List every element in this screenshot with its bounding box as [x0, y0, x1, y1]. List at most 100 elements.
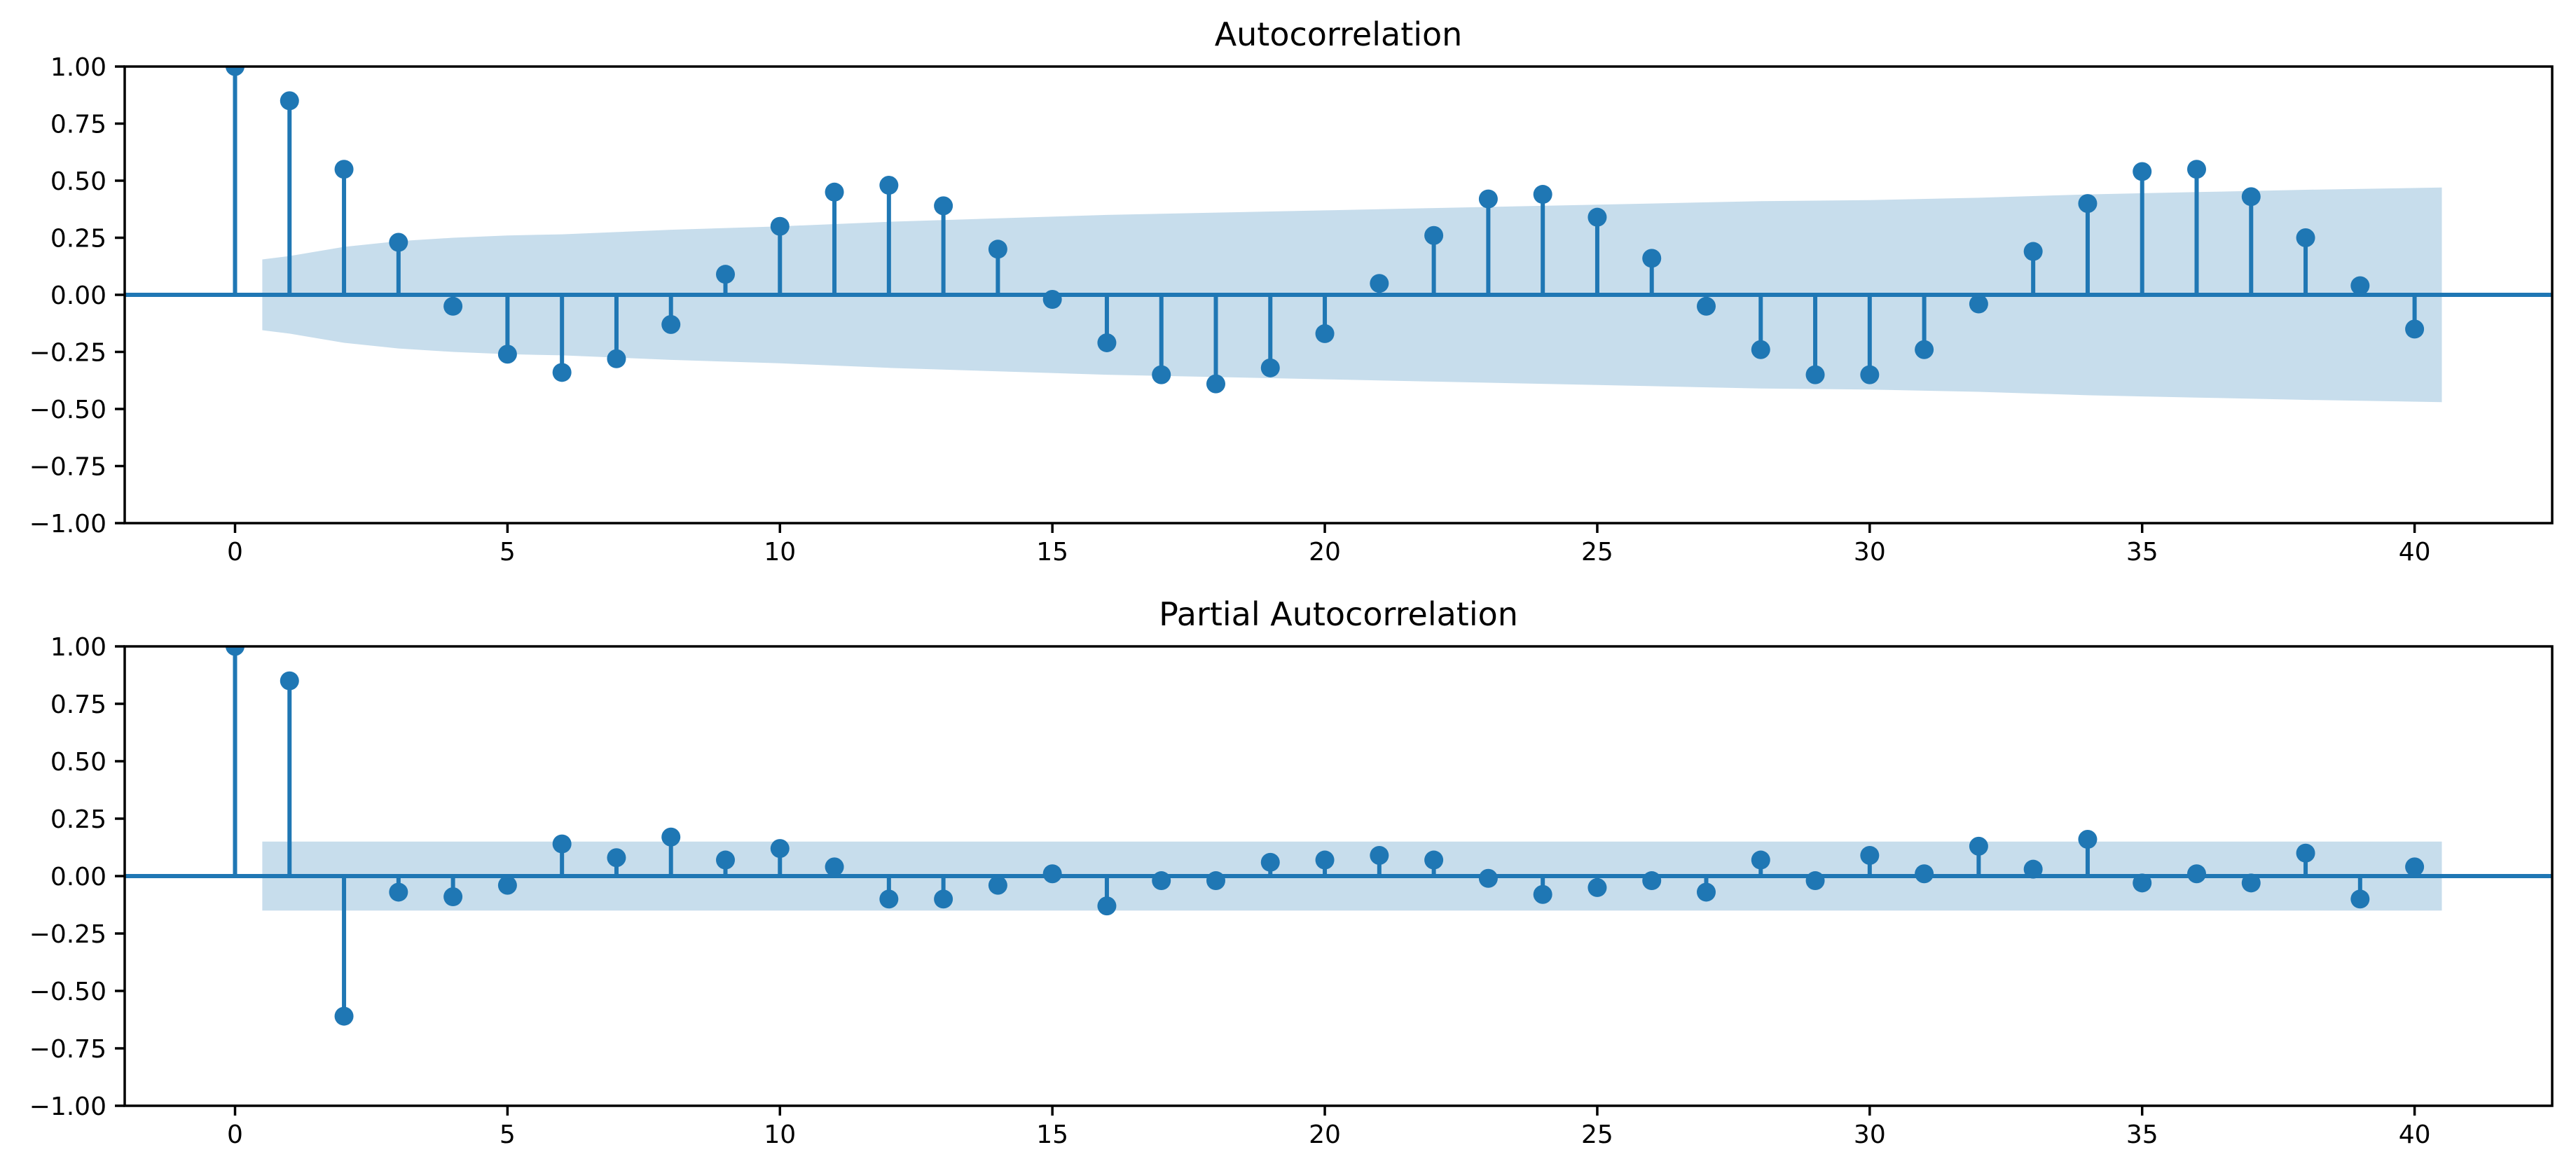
stem-marker — [1915, 864, 1934, 884]
stem-marker — [1206, 374, 1225, 394]
stem-marker — [2133, 873, 2152, 893]
pacf-plot — [125, 646, 2552, 1026]
y-tick-label: −0.25 — [29, 339, 106, 368]
stem-marker — [1751, 850, 1770, 870]
stem-marker — [1152, 365, 1171, 384]
x-tick-label: 30 — [1854, 1120, 1886, 1149]
stem-marker — [1751, 340, 1770, 359]
stem-marker — [497, 345, 517, 364]
stem-marker — [552, 363, 572, 382]
y-tick-label: −0.50 — [29, 978, 106, 1006]
y-tick-label: −1.00 — [29, 510, 106, 539]
stem-marker — [1697, 882, 1716, 902]
x-tick-label: 30 — [1854, 538, 1886, 567]
stem-marker — [1315, 324, 1335, 343]
stem-marker — [280, 671, 299, 690]
stem-marker — [2296, 843, 2315, 863]
y-tick-label: 0.25 — [50, 225, 106, 254]
stem-marker — [1370, 845, 1389, 865]
stem-marker — [2350, 276, 2370, 296]
stem-marker — [879, 889, 899, 909]
y-tick-label: 1.00 — [50, 633, 106, 662]
stem-marker — [1642, 249, 1662, 268]
x-tick-label: 20 — [1309, 538, 1341, 567]
stem-marker — [607, 349, 626, 368]
y-tick-label: 0.50 — [50, 167, 106, 196]
stem-marker — [226, 67, 244, 76]
stem-marker — [2187, 864, 2206, 884]
stem-marker — [2241, 187, 2261, 207]
stem-marker — [1969, 836, 1988, 856]
stem-marker — [1424, 850, 1444, 870]
stem-marker — [1478, 868, 1498, 888]
x-tick-label: 0 — [227, 1120, 243, 1149]
y-tick-label: 0.75 — [50, 690, 106, 719]
stem-marker — [1260, 852, 1280, 872]
stem-marker — [825, 857, 844, 877]
stem-marker — [934, 889, 953, 909]
stem-marker — [2405, 319, 2425, 339]
stem-marker — [1805, 365, 1825, 384]
stem-marker — [497, 875, 517, 895]
stem-marker — [770, 839, 790, 859]
stem-marker — [1805, 871, 1825, 891]
stem-marker — [1860, 845, 1880, 865]
stem-marker — [389, 882, 408, 902]
x-axis: 0 5 10 15 20 25 30 35 40 — [227, 1106, 2431, 1149]
stem-marker — [443, 887, 463, 907]
x-tick-label: 40 — [2399, 538, 2431, 567]
stem-marker — [1533, 884, 1552, 904]
x-tick-label: 40 — [2399, 1120, 2431, 1149]
acf-plot — [125, 67, 2552, 403]
stem-marker — [226, 646, 244, 656]
y-tick-label: −0.75 — [29, 1035, 106, 1064]
stem-marker — [1478, 189, 1498, 209]
stem-marker — [1315, 850, 1335, 870]
stem-marker — [988, 875, 1007, 895]
y-tick-label: 0.00 — [50, 863, 106, 891]
stem-marker — [988, 240, 1007, 259]
stem-marker — [1860, 365, 1880, 384]
x-tick-label: 15 — [1036, 1120, 1068, 1149]
stem-marker — [1424, 225, 1444, 245]
x-tick-label: 35 — [2126, 1120, 2158, 1149]
y-tick-label: 0.25 — [50, 805, 106, 834]
stem-marker — [443, 296, 463, 316]
y-tick-label: −0.25 — [29, 920, 106, 949]
x-tick-label: 10 — [764, 538, 796, 567]
y-tick-label: −0.50 — [29, 396, 106, 424]
stem-marker — [1042, 864, 1062, 884]
y-tick-label: −0.75 — [29, 453, 106, 482]
stem-marker — [607, 848, 626, 868]
stem-marker — [1533, 185, 1552, 204]
stem-marker — [879, 176, 899, 195]
stem-marker — [1587, 877, 1607, 897]
stem-marker — [825, 182, 844, 202]
x-tick-label: 20 — [1309, 1120, 1341, 1149]
stem-marker — [2350, 889, 2370, 909]
stem-marker — [389, 233, 408, 252]
y-tick-label: 0.50 — [50, 748, 106, 777]
y-tick-label: 1.00 — [50, 53, 106, 82]
stem-marker — [2296, 228, 2315, 247]
stem-marker — [1915, 340, 1934, 359]
stem-marker — [1097, 896, 1117, 916]
stem-marker — [334, 1006, 354, 1026]
stem-marker — [1206, 871, 1225, 891]
stem-marker — [934, 196, 953, 216]
x-axis: 0 5 10 15 20 25 30 35 40 — [227, 523, 2431, 567]
y-tick-label: 0.75 — [50, 111, 106, 139]
stem-marker — [552, 834, 572, 854]
stem-marker — [1370, 274, 1389, 293]
stem-marker — [1097, 333, 1117, 352]
stem-marker — [1587, 207, 1607, 227]
stem-marker — [716, 850, 735, 870]
stem-marker — [2078, 194, 2098, 214]
stem-marker — [2023, 859, 2043, 879]
acf-plot-title: Autocorrelation — [1214, 15, 1463, 53]
stems — [226, 67, 2425, 394]
stem-marker — [1152, 871, 1171, 891]
stem-marker — [2241, 873, 2261, 893]
